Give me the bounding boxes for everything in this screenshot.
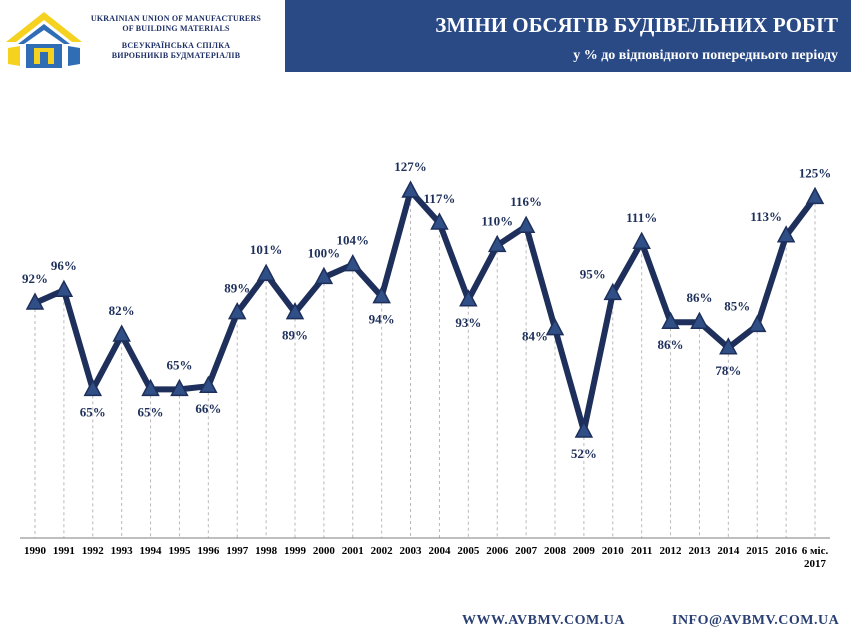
x-tick-label: 2006: [486, 545, 509, 557]
x-tick-label: 1992: [82, 545, 105, 557]
data-label: 125%: [799, 165, 832, 180]
data-label: 65%: [166, 357, 192, 372]
x-tick-label: 2002: [371, 545, 394, 557]
website-link[interactable]: WWW.AVBMV.COM.UA: [462, 613, 625, 628]
data-label: 104%: [337, 233, 370, 248]
data-label: 78%: [715, 363, 741, 378]
data-point-marker: [574, 420, 594, 438]
data-label: 82%: [109, 303, 135, 318]
data-point-marker: [603, 282, 623, 301]
org-name-en-line2: OF BUILDING MATERIALS: [122, 24, 230, 33]
data-point-marker: [430, 212, 449, 230]
data-label: 100%: [308, 245, 341, 260]
data-point-marker: [401, 180, 420, 198]
data-point-marker: [459, 289, 478, 307]
data-point-marker: [256, 263, 276, 281]
x-tick-label: 2016: [775, 545, 798, 557]
x-tick-label: 2012: [660, 545, 683, 557]
x-tick-label: 6 міс. 2017: [802, 545, 829, 570]
line-chart: 92%96% 65% 82% 65% 65% 66% 89% 101% 89% 100%104% 9…: [20, 159, 832, 570]
x-tick-label: 2013: [688, 545, 711, 557]
data-label: 66%: [195, 401, 221, 416]
data-label: 65%: [138, 404, 164, 419]
data-point-marker: [141, 378, 160, 397]
chart-subtitle: у % до відповідного попереднього періоду: [573, 48, 838, 63]
data-point-marker: [314, 266, 334, 285]
x-tick-label: 2001: [342, 545, 364, 557]
x-tick-label: 2000: [313, 545, 336, 557]
data-label: 96%: [51, 258, 77, 273]
data-point-marker: [487, 234, 507, 253]
data-point-marker: [285, 302, 305, 320]
data-label: 116%: [510, 194, 542, 209]
data-label: 86%: [686, 290, 712, 305]
data-label: 117%: [424, 191, 456, 206]
data-point-marker: [112, 324, 131, 342]
data-point-marker: [747, 314, 767, 333]
data-label: 127%: [394, 159, 427, 174]
x-tick-label: 2008: [544, 545, 567, 557]
data-label: 85%: [724, 298, 750, 313]
data-label: 65%: [80, 404, 106, 419]
x-tick-label: 1991: [53, 545, 75, 557]
data-point-marker: [805, 186, 825, 205]
data-point-marker: [199, 375, 218, 393]
data-point-marker: [545, 318, 565, 336]
data-point-marker: [719, 337, 738, 355]
x-tick-label: 2014: [717, 545, 740, 557]
x-tick-label: 2011: [631, 545, 652, 557]
series-line: [32, 188, 818, 434]
title-band: ЗМІНИ ОБСЯГІВ БУДІВЕЛЬНИХ РОБІТ у % до в…: [285, 0, 851, 72]
x-tick-label: 1994: [140, 545, 163, 557]
org-name-ua-line2: ВИРОБНИКІВ БУДМАТЕРІАЛІВ: [111, 51, 241, 60]
x-tick-label: 2004: [428, 545, 451, 557]
data-point-marker: [516, 215, 536, 233]
x-tick-label: 1995: [168, 545, 191, 557]
data-label: 86%: [658, 337, 684, 352]
x-tick-label: 2015: [746, 545, 769, 557]
x-tick-label: 2010: [602, 545, 625, 557]
x-tick-label: 2003: [400, 545, 423, 557]
logo-icon: [6, 12, 82, 68]
data-label: 92%: [22, 271, 48, 286]
data-point-marker: [343, 254, 363, 272]
data-label: 52%: [571, 446, 597, 461]
data-point-marker: [170, 378, 189, 397]
data-point-marker: [54, 279, 74, 297]
org-name-ua-line1: ВСЕУКРАЇНСЬКА СПІЛКА: [121, 41, 231, 50]
x-tick-label: 1997: [226, 545, 249, 557]
data-label: 113%: [750, 209, 782, 224]
data-point-marker: [776, 225, 796, 243]
x-tick-label: 2007: [515, 545, 538, 557]
data-point-marker: [83, 378, 103, 397]
x-tick-label: 2009: [573, 545, 596, 557]
data-label: 94%: [369, 312, 395, 327]
data-label: 93%: [455, 315, 481, 330]
header: UKRAINIAN UNION OF MANUFACTURERS OF BUIL…: [0, 0, 851, 72]
x-tick-label: 1990: [24, 545, 47, 557]
data-label: 95%: [580, 266, 606, 281]
data-point-marker: [690, 311, 709, 329]
data-point-marker: [372, 286, 391, 304]
x-tick-label: 2005: [457, 545, 480, 557]
x-tick-label: 1993: [111, 545, 134, 557]
data-point-marker: [661, 311, 680, 329]
email-link[interactable]: INFO@AVBMV.COM.UA: [672, 613, 840, 628]
data-point-marker: [227, 302, 247, 320]
x-tick-label: 1998: [255, 545, 278, 557]
data-label: 110%: [481, 213, 513, 228]
data-label: 111%: [626, 210, 657, 225]
x-tick-label: 1996: [197, 545, 220, 557]
data-label: 89%: [224, 281, 250, 296]
data-label: 101%: [250, 242, 283, 257]
data-point-marker: [25, 292, 45, 310]
data-label: 84%: [522, 329, 548, 344]
org-name-en-line1: UKRAINIAN UNION OF MANUFACTURERS: [90, 14, 262, 23]
data-point-marker: [632, 231, 651, 249]
x-tick-label: 1999: [284, 545, 307, 557]
data-label: 89%: [282, 328, 308, 343]
organization-name: UKRAINIAN UNION OF MANUFACTURERS OF BUIL…: [84, 14, 268, 61]
chart-title: ЗМІНИ ОБСЯГІВ БУДІВЕЛЬНИХ РОБІТ: [435, 13, 838, 37]
